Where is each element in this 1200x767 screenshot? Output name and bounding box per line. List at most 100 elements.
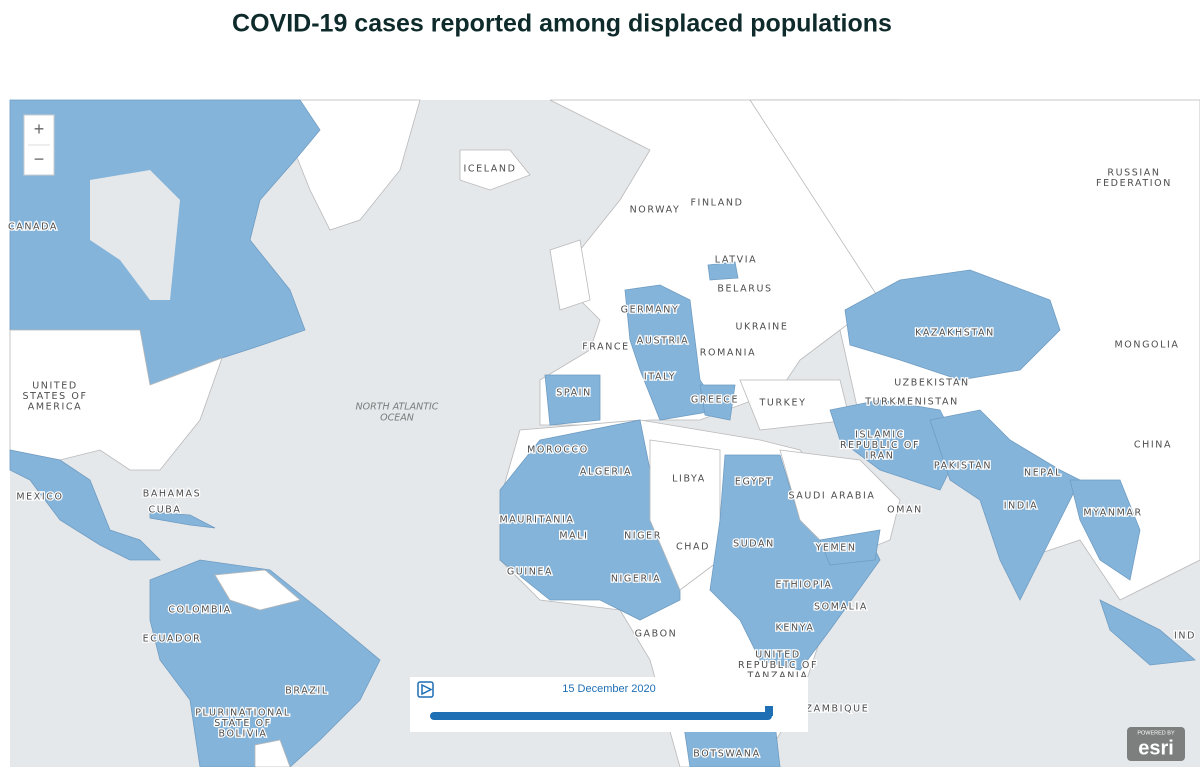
- time-slider: 15 December 2020: [410, 677, 808, 732]
- country-label: LATVIA: [715, 255, 757, 266]
- country-label: MEXICO: [16, 492, 63, 503]
- cuba: [149, 511, 216, 529]
- country-label: PAKISTAN: [934, 461, 992, 472]
- ocean-label: OCEAN: [380, 413, 414, 424]
- country-label: BELARUS: [717, 284, 772, 295]
- country-label: STATES OF: [22, 391, 87, 402]
- country-label: EGYPT: [735, 477, 773, 488]
- ocean-label: NORTH ATLANTIC: [356, 402, 439, 413]
- country-label: KAZAKHSTAN: [915, 328, 995, 339]
- iceland: [459, 149, 531, 191]
- hudson-bay: [90, 170, 180, 300]
- country-label: TURKMENISTAN: [864, 397, 959, 408]
- esri-badge: [1127, 727, 1185, 761]
- country-label: SOMALIA: [814, 602, 868, 613]
- country-label: MAURITANIA: [499, 515, 574, 526]
- country-label: REPUBLIC OF: [738, 660, 818, 671]
- country-label: ISLAMIC: [855, 430, 905, 441]
- country-label: CHINA: [1134, 440, 1172, 451]
- country-label: INDIA: [1004, 501, 1039, 512]
- country-label: PLURINATIONAL: [195, 708, 291, 719]
- country-label: ICELAND: [463, 164, 516, 175]
- bolivia-border: [254, 739, 291, 767]
- country-label: FEDERATION: [1096, 178, 1172, 189]
- country-label: TURKEY: [759, 398, 807, 409]
- slider-handle[interactable]: [765, 706, 773, 716]
- country-label: IND: [1174, 631, 1196, 642]
- pakistan-india: [929, 409, 1081, 601]
- mexico: [9, 449, 161, 561]
- myanmar: [1069, 479, 1141, 581]
- country-label: UZBEKISTAN: [894, 378, 970, 389]
- uk: [549, 239, 591, 311]
- country-label: BOLIVIA: [219, 729, 268, 740]
- country-label: REPUBLIC OF: [840, 440, 920, 451]
- powered-by: POWERED BY: [1137, 730, 1175, 736]
- country-label: IRAN: [865, 451, 894, 462]
- page-title: COVID-19 cases reported among displaced …: [232, 10, 892, 38]
- country-label: MALI: [559, 531, 588, 542]
- country-label: OMAN: [887, 505, 923, 516]
- yemen: [819, 529, 881, 566]
- esri-logo: esri: [1138, 737, 1174, 759]
- country-label: NORWAY: [630, 205, 681, 216]
- slider-date: 15 December 2020: [562, 683, 656, 695]
- country-label: MYANMAR: [1083, 508, 1142, 519]
- country-label: UKRAINE: [735, 322, 788, 333]
- country-label: UNITED: [755, 650, 801, 661]
- country-label: MOROCCO: [527, 445, 589, 456]
- country-label: CANADA: [8, 222, 58, 233]
- zoom-in-button[interactable]: +: [34, 119, 45, 139]
- country-label: AUSTRIA: [637, 336, 689, 347]
- country-label: STATE OF: [214, 718, 271, 729]
- slider-track[interactable]: [430, 712, 772, 720]
- country-label: GERMANY: [621, 305, 680, 316]
- country-label: GABON: [635, 629, 678, 640]
- country-label: BAHAMAS: [143, 489, 202, 500]
- country-label: ALGERIA: [580, 467, 632, 478]
- spain: [544, 374, 601, 426]
- greece: [699, 384, 736, 421]
- country-label: YEMEN: [814, 543, 856, 554]
- country-label: NIGERIA: [611, 574, 661, 585]
- country-label: CHAD: [676, 542, 710, 553]
- country-label: FINLAND: [690, 198, 743, 209]
- country-label: ETHIOPIA: [775, 580, 832, 591]
- country-label: MONGOLIA: [1114, 340, 1179, 351]
- venezuela: [214, 569, 301, 611]
- country-label: SUDAN: [733, 539, 775, 550]
- country-label: FRANCE: [582, 342, 630, 353]
- country-label: COLOMBIA: [168, 605, 231, 616]
- country-label: LIBYA: [672, 474, 706, 485]
- country-label: AMERICA: [28, 402, 82, 413]
- play-icon: [421, 683, 433, 696]
- country-label: SAUDI ARABIA: [788, 491, 875, 502]
- country-label: NEPAL: [1024, 468, 1062, 479]
- play-button[interactable]: [417, 681, 434, 698]
- country-label: KENYA: [776, 623, 815, 634]
- slider-panel: [410, 677, 808, 732]
- west-africa: [499, 419, 681, 621]
- play-frame: [417, 681, 434, 698]
- country-label: UNITED: [32, 381, 78, 392]
- libya-chad: [649, 439, 721, 591]
- country-label: BOTSWANA: [693, 749, 760, 760]
- country-label: CUBA: [148, 505, 181, 516]
- zoom-out-button[interactable]: −: [34, 149, 45, 169]
- esri-attribution: POWERED BY esri: [1127, 727, 1185, 761]
- country-label: SPAIN: [556, 388, 592, 399]
- south-america: [149, 559, 381, 767]
- zoom-control: + −: [23, 114, 55, 176]
- country-label: GREECE: [691, 395, 739, 406]
- country-label: NIGER: [624, 531, 662, 542]
- country-label: BRAZIL: [285, 686, 328, 697]
- latvia: [707, 261, 739, 281]
- country-label: ROMANIA: [700, 348, 756, 359]
- country-label: RUSSIAN: [1107, 168, 1160, 179]
- indonesia: [1099, 599, 1196, 666]
- country-label: ECUADOR: [143, 634, 202, 645]
- kazakhstan: [844, 269, 1061, 381]
